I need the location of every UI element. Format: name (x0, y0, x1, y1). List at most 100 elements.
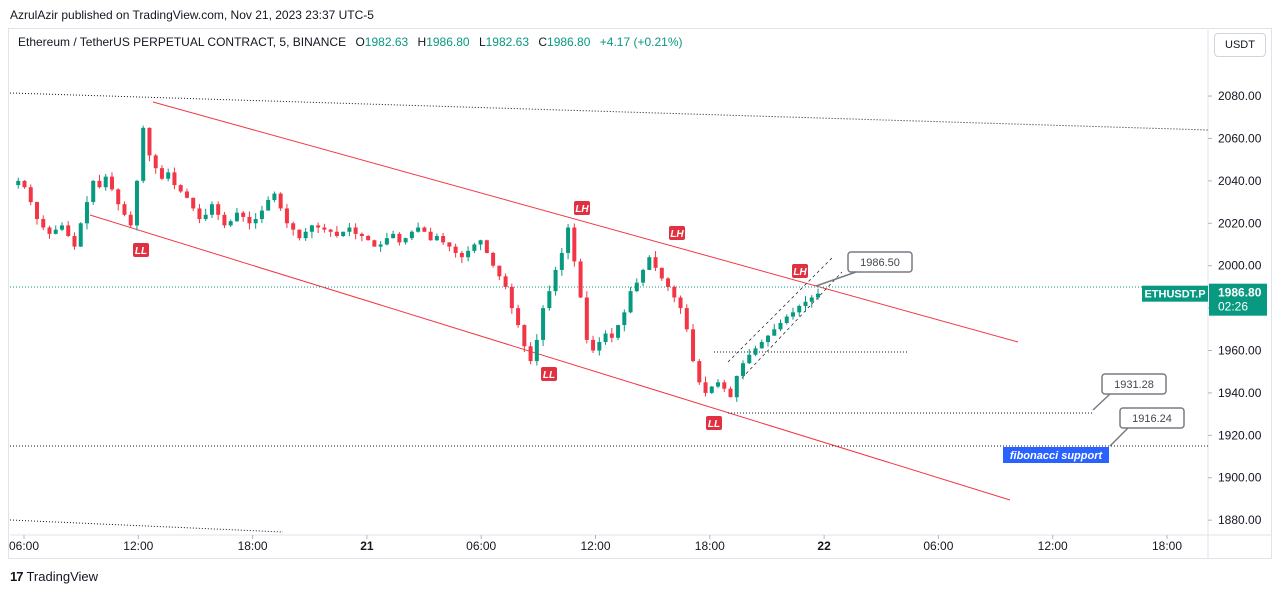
candle-body (559, 252, 564, 270)
candle-body (197, 208, 202, 220)
fib-label-box (1003, 447, 1109, 463)
currency-button[interactable]: USDT (1214, 33, 1266, 57)
candle-body (253, 219, 258, 224)
y-tick-label: 1960.00 (1218, 344, 1262, 358)
candle-body (784, 316, 789, 323)
candle-body (753, 348, 758, 355)
micro-channel-lower (741, 271, 843, 379)
y-tick-label: 2040.00 (1218, 174, 1262, 188)
candle-body (272, 193, 277, 200)
candle-body (809, 297, 814, 302)
candle-body (309, 225, 314, 232)
candle-body (728, 388, 733, 398)
candle-body (53, 229, 58, 234)
callout-box (1101, 373, 1167, 395)
y-tick-label: 2020.00 (1218, 216, 1262, 230)
swing-badge: LH (574, 201, 590, 215)
candle-body (278, 193, 283, 209)
candle-body (541, 308, 546, 340)
candle-body (203, 214, 208, 220)
price-tag-box (1209, 283, 1267, 316)
candle-body (616, 325, 621, 338)
candle-body (59, 225, 64, 230)
legend-close: C1986.80 (538, 35, 591, 49)
candle-body (266, 199, 271, 211)
swing-badge-label: LH (575, 204, 589, 215)
candle-body (334, 231, 339, 237)
candle-body (122, 204, 127, 215)
x-tick-label: 18:00 (695, 539, 725, 553)
x-tick-label: 12:00 (1038, 539, 1068, 553)
candle-body (234, 212, 239, 222)
callout-pointer (1109, 427, 1129, 447)
swing-badge-box (541, 367, 557, 381)
candle-body (184, 191, 189, 198)
candle-body (591, 339, 596, 351)
swing-badge: LH (669, 226, 685, 240)
candle-body (459, 252, 464, 258)
candle-body (378, 244, 383, 247)
tradingview-footer[interactable]: 17 TradingView (10, 569, 98, 584)
symbol-tag-box (1142, 285, 1208, 302)
chart-frame (8, 28, 1272, 559)
swing-badge-label: LH (793, 267, 807, 278)
callout-label: 1916.24 (1132, 413, 1172, 425)
price-callout: 1986.50 (815, 251, 913, 287)
candle-body (466, 250, 471, 258)
candle-body (553, 269, 558, 292)
swing-badge-label: LL (543, 370, 555, 381)
candle-body (791, 312, 796, 317)
candle-body (209, 204, 214, 215)
candle-body (766, 335, 771, 343)
candle-body (141, 127, 146, 181)
candle-body (566, 227, 571, 253)
symbol-legend: Ethereum / TetherUS PERPETUAL CONTRACT, … (18, 35, 683, 49)
candle-body (241, 212, 246, 217)
swing-badge-box (669, 226, 685, 240)
callout-box (1119, 407, 1185, 429)
candle-body (759, 342, 764, 349)
candle-body (603, 333, 608, 343)
micro-channel-upper (727, 257, 833, 363)
candle-body (247, 216, 252, 224)
candle-body (366, 236, 371, 241)
candle-body (372, 240, 377, 247)
callout-label: 1931.28 (1114, 379, 1154, 391)
candle-body (666, 278, 671, 287)
candle-body (22, 180, 27, 188)
x-tick-label: 18:00 (238, 539, 268, 553)
candle-body (484, 240, 489, 253)
candle-body (703, 382, 708, 393)
candle-body (697, 361, 702, 383)
candle-body (647, 257, 652, 270)
candle-body (153, 155, 158, 169)
candle-body (772, 329, 777, 336)
candle-body (41, 219, 46, 228)
fib-support-label: fibonacci support (1003, 447, 1109, 463)
candle-body (128, 214, 133, 226)
price-tag-value: 1986.80 (1218, 286, 1262, 300)
candle-body (78, 223, 83, 247)
y-tick-label: 1880.00 (1218, 513, 1262, 527)
price-tag-countdown: 02:26 (1218, 300, 1248, 314)
candle-body (528, 346, 533, 362)
candle-body (403, 238, 408, 243)
candle-body (734, 375, 739, 398)
candle-body (284, 208, 289, 224)
y-tick-label: 2060.00 (1218, 131, 1262, 145)
drawings (9, 92, 1209, 533)
symbol-title[interactable]: Ethereum / TetherUS PERPETUAL CONTRACT, … (18, 35, 347, 49)
publisher-line: AzrulAzir published on TradingView.com, … (10, 8, 374, 22)
dotted-trend-top (9, 92, 1209, 131)
x-tick-label: 06:00 (466, 539, 496, 553)
swing-badge: LH (792, 264, 808, 278)
candle-body (303, 231, 308, 239)
legend-open: O1982.63 (355, 35, 409, 49)
candle-body (672, 286, 677, 298)
callout-pointer (815, 271, 857, 287)
candle-body (347, 227, 352, 232)
x-tick-label: 18:00 (1152, 539, 1182, 553)
swing-badge-label: LL (708, 419, 720, 430)
candle-body (628, 291, 633, 313)
